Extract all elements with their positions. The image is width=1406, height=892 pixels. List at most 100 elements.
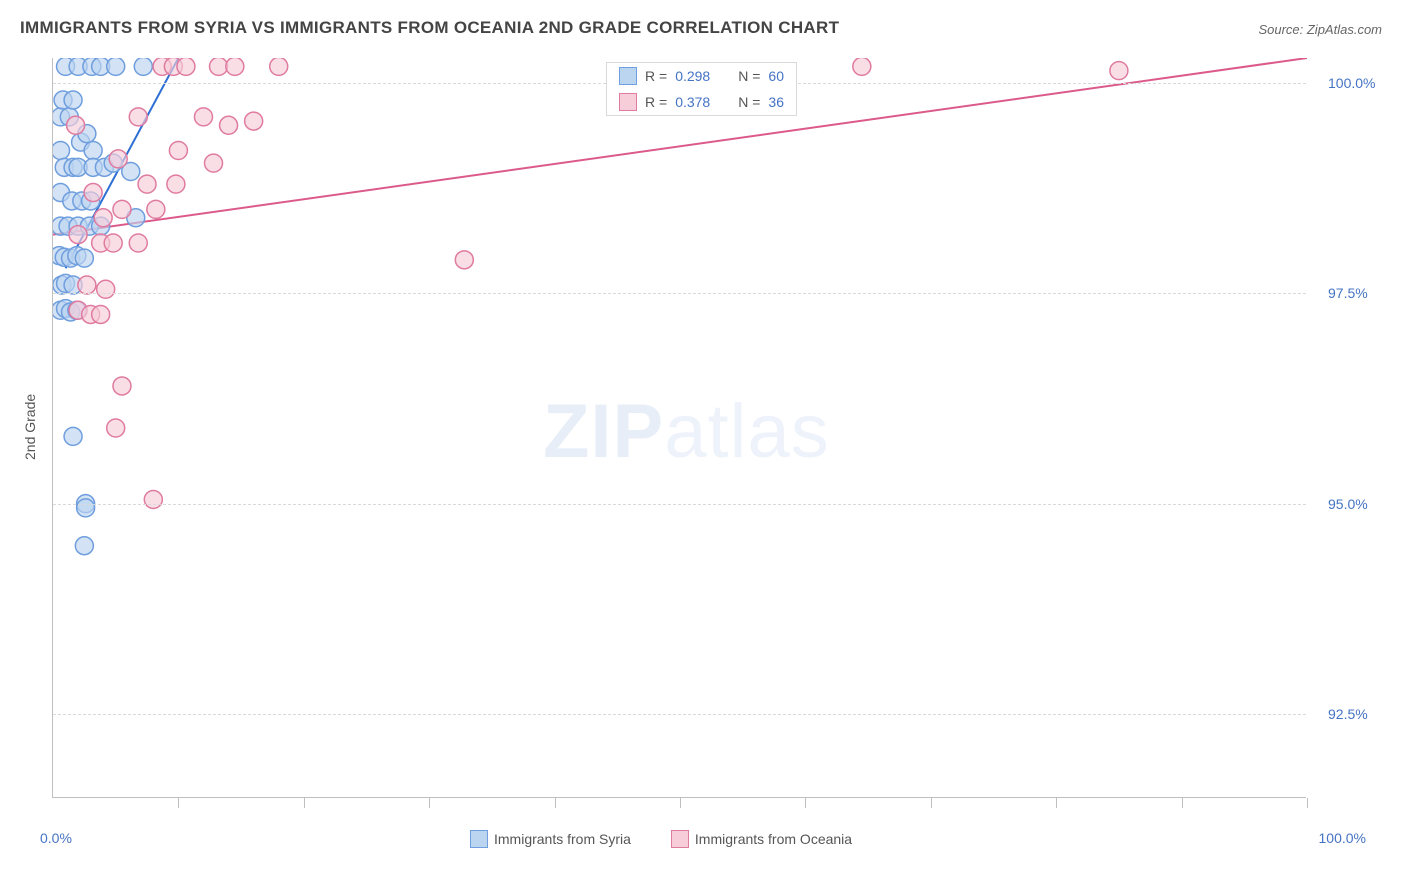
point-syria xyxy=(53,247,68,265)
x-tick xyxy=(429,798,430,808)
stats-legend-row: R = 0.298 N = 60 xyxy=(607,63,796,89)
point-syria xyxy=(73,192,91,210)
point-syria xyxy=(63,192,81,210)
point-syria xyxy=(68,247,86,265)
point-oceania xyxy=(210,58,228,75)
point-syria xyxy=(55,248,73,266)
point-syria xyxy=(64,158,82,176)
x-tick xyxy=(931,798,932,808)
point-oceania xyxy=(455,251,473,269)
point-oceania xyxy=(84,184,102,202)
swatch-oceania-bottom xyxy=(671,830,689,848)
swatch-syria xyxy=(619,67,637,85)
point-syria xyxy=(75,537,93,555)
x-tick xyxy=(178,798,179,808)
point-syria xyxy=(57,300,75,318)
point-syria xyxy=(55,158,73,176)
legend-item-oceania: Immigrants from Oceania xyxy=(671,830,852,848)
point-oceania xyxy=(205,154,223,172)
point-syria xyxy=(82,192,100,210)
x-tick xyxy=(555,798,556,808)
point-syria xyxy=(83,58,101,75)
point-oceania xyxy=(69,301,87,319)
point-oceania xyxy=(92,305,110,323)
point-oceania xyxy=(226,58,244,75)
point-oceania xyxy=(69,226,87,244)
point-syria xyxy=(53,301,70,319)
x-right-label: 100.0% xyxy=(1319,830,1366,846)
n-label: N = xyxy=(738,94,760,110)
r-value-oceania: 0.378 xyxy=(675,94,710,110)
watermark-atlas: atlas xyxy=(664,389,830,474)
point-syria xyxy=(107,58,125,75)
point-oceania xyxy=(220,116,238,134)
x-tick xyxy=(1307,798,1308,808)
gridline-h xyxy=(53,714,1306,715)
stats-legend-row: R = 0.378 N = 36 xyxy=(607,89,796,115)
r-value-syria: 0.298 xyxy=(675,68,710,84)
point-oceania xyxy=(78,276,96,294)
point-oceania xyxy=(109,150,127,168)
point-syria xyxy=(57,274,75,292)
point-syria xyxy=(92,58,110,75)
point-syria xyxy=(62,249,80,267)
point-oceania xyxy=(164,58,182,75)
point-syria xyxy=(75,249,93,267)
point-oceania xyxy=(104,234,122,252)
r-label: R = xyxy=(645,68,667,84)
point-oceania xyxy=(67,116,85,134)
n-value-syria: 60 xyxy=(768,68,784,84)
point-oceania xyxy=(153,58,171,75)
point-syria xyxy=(53,108,70,126)
y-tick-label: 100.0% xyxy=(1328,75,1375,91)
point-oceania xyxy=(97,280,115,298)
x-tick xyxy=(805,798,806,808)
point-syria xyxy=(60,108,78,126)
point-syria xyxy=(68,301,86,319)
point-syria xyxy=(84,142,102,160)
point-syria xyxy=(80,217,98,235)
point-oceania xyxy=(113,377,131,395)
point-syria xyxy=(72,133,90,151)
legend-label-oceania: Immigrants from Oceania xyxy=(695,831,852,847)
point-oceania xyxy=(177,58,195,75)
y-tick-label: 97.5% xyxy=(1328,285,1368,301)
point-oceania xyxy=(138,175,156,193)
watermark: ZIPatlas xyxy=(543,388,830,475)
plot-area: ZIPatlas xyxy=(52,58,1306,798)
point-oceania xyxy=(129,108,147,126)
x-tick xyxy=(304,798,305,808)
source-label: Source: ZipAtlas.com xyxy=(1258,22,1382,37)
point-oceania xyxy=(144,490,162,508)
gridline-h xyxy=(53,504,1306,505)
point-oceania xyxy=(113,200,131,218)
point-syria xyxy=(53,217,70,235)
r-label: R = xyxy=(645,94,667,110)
point-syria xyxy=(78,125,96,143)
point-syria xyxy=(64,91,82,109)
legend-item-syria: Immigrants from Syria xyxy=(470,830,631,848)
watermark-zip: ZIP xyxy=(543,389,664,474)
point-syria xyxy=(127,209,145,227)
point-syria xyxy=(59,217,77,235)
point-syria xyxy=(54,91,72,109)
regression-line-syria xyxy=(66,58,179,268)
swatch-syria-bottom xyxy=(470,830,488,848)
chart-svg xyxy=(53,58,1307,798)
swatch-oceania xyxy=(619,93,637,111)
point-syria xyxy=(53,184,70,202)
point-syria xyxy=(62,303,80,321)
point-syria xyxy=(104,154,122,172)
point-oceania xyxy=(129,234,147,252)
n-label: N = xyxy=(738,68,760,84)
x-tick xyxy=(1182,798,1183,808)
point-syria xyxy=(53,142,70,160)
point-oceania xyxy=(245,112,263,130)
y-tick-label: 92.5% xyxy=(1328,706,1368,722)
x-left-label: 0.0% xyxy=(40,830,72,846)
point-oceania xyxy=(270,58,288,75)
point-oceania xyxy=(853,58,871,75)
y-tick-label: 95.0% xyxy=(1328,496,1368,512)
x-tick xyxy=(1056,798,1057,808)
y-axis-title: 2nd Grade xyxy=(22,394,38,460)
